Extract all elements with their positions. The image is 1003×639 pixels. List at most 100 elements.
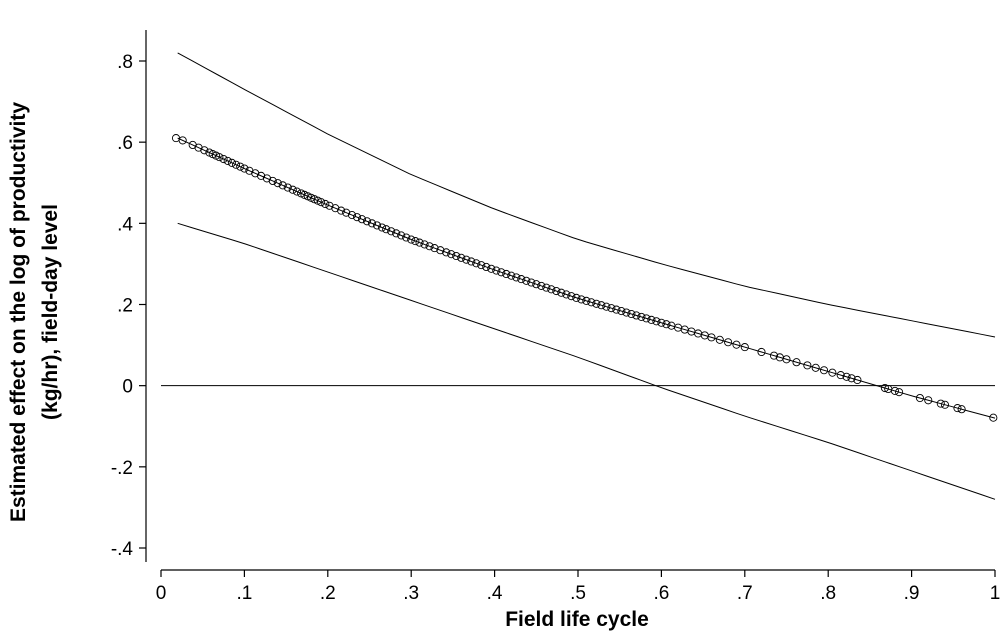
observation-marker — [542, 283, 551, 292]
observation-marker — [387, 227, 396, 236]
observation-marker — [715, 335, 724, 344]
observation-marker — [415, 238, 424, 247]
observation-marker — [227, 158, 236, 167]
observation-marker — [627, 309, 636, 319]
observation-marker — [397, 231, 406, 240]
observation-marker — [582, 296, 591, 305]
observation-marker — [572, 293, 581, 302]
observation-marker — [347, 211, 357, 220]
observation-marker — [288, 185, 297, 194]
observation-marker — [215, 153, 224, 162]
y-axis-title-line-2: (kg/hr), field-day level — [39, 204, 62, 420]
observation-marker — [482, 262, 491, 272]
observation-marker — [377, 223, 387, 232]
lower-confidence-bound — [177, 222, 996, 500]
observation-marker — [936, 399, 945, 408]
observation-marker — [587, 298, 596, 307]
observation-marker — [477, 261, 486, 270]
x-tick-label: .6 — [653, 583, 669, 604]
observation-marker — [567, 292, 576, 301]
observation-marker — [622, 308, 631, 317]
observation-marker — [577, 295, 586, 304]
observation-marker — [492, 266, 501, 275]
observation-marker — [357, 215, 367, 224]
observation-marker — [597, 301, 606, 310]
observation-marker — [219, 154, 228, 164]
observation-marker — [273, 179, 282, 188]
y-axis-title-line-1: Estimated effect on the log of productiv… — [7, 102, 30, 522]
observation-marker — [607, 304, 616, 313]
observation-marker — [953, 404, 962, 413]
observation-marker — [430, 244, 439, 253]
observation-marker — [957, 405, 966, 414]
observation-marker — [657, 318, 666, 327]
observation-marker — [325, 201, 334, 210]
observation-marker — [811, 363, 820, 372]
observation-marker — [989, 413, 998, 422]
y-tick-label: 0 — [122, 377, 133, 398]
observation-marker — [532, 280, 541, 289]
observation-marker — [662, 320, 671, 329]
observation-marker — [317, 198, 326, 207]
observation-marker — [472, 259, 481, 268]
x-axis-title: Field life cycle — [505, 608, 649, 631]
observation-marker — [552, 286, 561, 296]
observation-marker — [447, 250, 456, 259]
observation-marker — [724, 338, 733, 347]
observation-marker — [268, 176, 277, 186]
observation-marker — [382, 225, 391, 234]
observation-marker — [890, 386, 899, 395]
x-tick-label: .4 — [487, 583, 503, 604]
observation-marker — [200, 146, 209, 155]
observation-marker — [732, 340, 741, 349]
observation-marker — [497, 268, 506, 277]
observation-marker — [240, 164, 249, 173]
points-layer — [171, 134, 998, 422]
observation-marker — [842, 372, 851, 381]
observation-marker — [740, 343, 749, 352]
observation-marker — [442, 248, 451, 257]
observation-marker — [819, 366, 829, 375]
observation-marker — [547, 285, 556, 294]
observation-marker — [517, 275, 526, 284]
observation-marker — [502, 269, 511, 279]
observation-marker — [457, 253, 466, 262]
observation-marker — [828, 368, 837, 377]
observation-marker — [637, 312, 646, 321]
estimate-line — [177, 137, 996, 419]
axes-layer: -.4 -.2 0 .2 .4 .6 .8 0 .1 .2 .3 .4 .5 .6 .7 .8 .9 1 — [111, 30, 1000, 604]
observation-marker — [612, 305, 621, 314]
observation-marker — [757, 347, 766, 357]
y-tick-label: .4 — [117, 214, 133, 235]
lines-layer — [161, 52, 996, 500]
observation-marker — [512, 273, 521, 282]
observation-marker — [652, 317, 661, 326]
observation-marker — [940, 400, 950, 409]
observation-marker — [642, 314, 651, 323]
x-tick-label: .7 — [737, 583, 753, 604]
x-tick-label: .8 — [820, 583, 836, 604]
observation-marker — [407, 235, 416, 244]
observation-marker — [367, 219, 377, 228]
observation-marker — [337, 206, 346, 215]
observation-marker — [411, 237, 420, 246]
observation-marker — [372, 221, 382, 230]
observation-marker — [223, 156, 232, 165]
observation-marker — [283, 183, 292, 192]
observation-marker — [782, 355, 791, 364]
observation-marker — [487, 264, 496, 273]
x-tick-label: .5 — [570, 583, 586, 604]
observation-marker — [527, 278, 536, 287]
observation-marker — [392, 229, 401, 238]
observation-marker — [617, 307, 626, 316]
y-tick-label: .8 — [117, 52, 133, 73]
observation-marker — [436, 246, 445, 255]
observation-marker — [507, 271, 516, 280]
x-tick-label: .2 — [320, 583, 336, 604]
x-tick-label: 1 — [990, 583, 1001, 604]
observation-marker — [602, 302, 611, 311]
observation-marker — [352, 213, 362, 222]
observation-marker — [331, 204, 340, 213]
